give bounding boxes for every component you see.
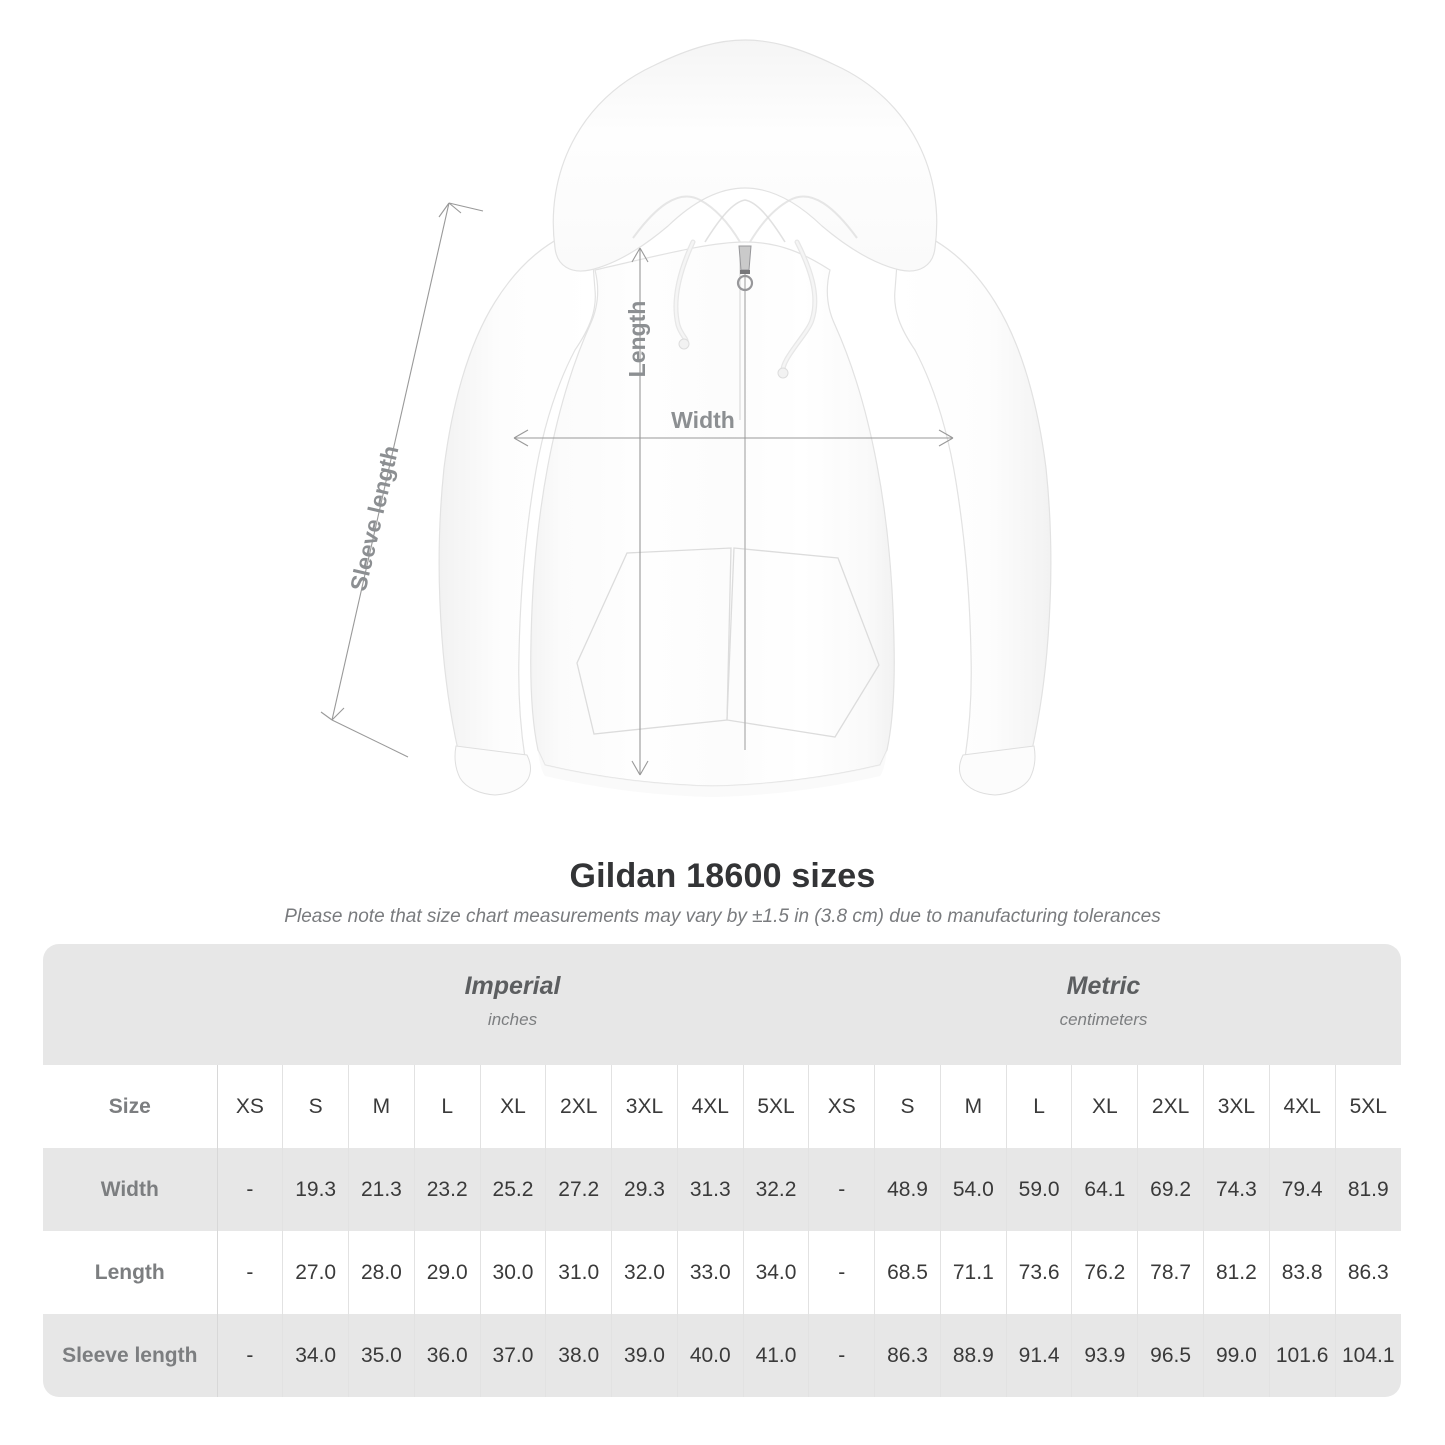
svg-text:Width: Width (671, 407, 735, 433)
svg-text:Sleeve length: Sleeve length (345, 443, 404, 593)
svg-text:Length: Length (624, 301, 650, 378)
